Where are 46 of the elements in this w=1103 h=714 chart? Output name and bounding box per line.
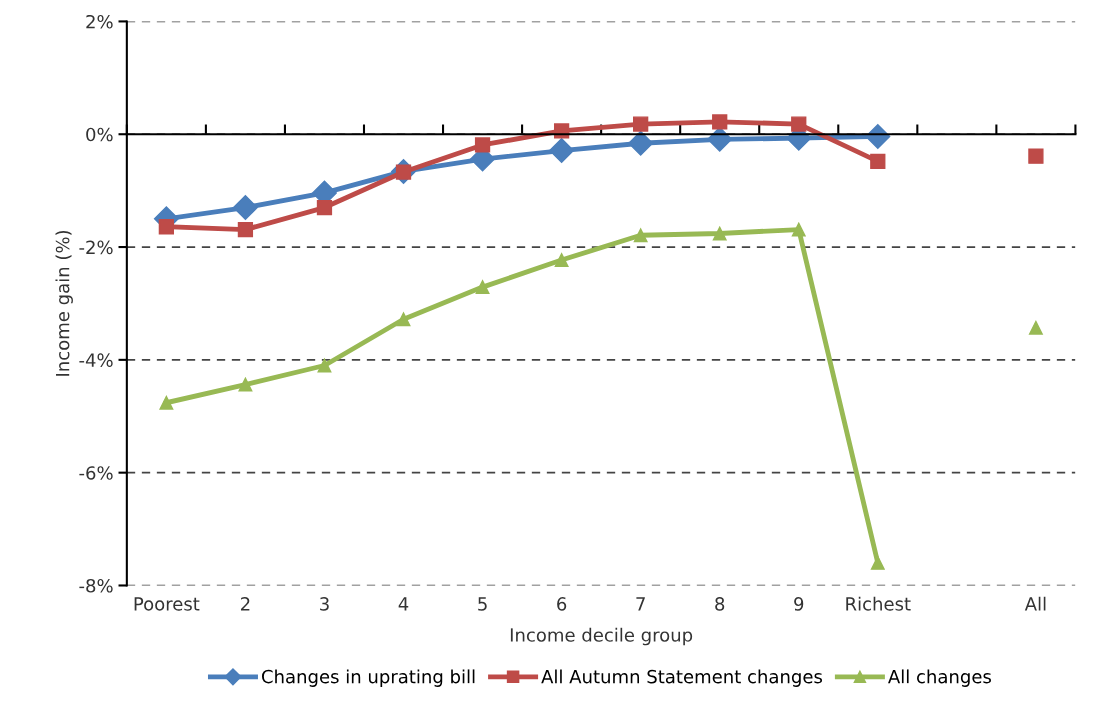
legend-label: All Autumn Statement changes — [541, 669, 823, 687]
y-axis-title: Income gain (%) — [55, 230, 73, 376]
x-tick-label: 2 — [241, 597, 250, 611]
y-tick-label: -2% — [79, 240, 113, 255]
x-tick-label: All — [1024, 596, 1046, 611]
x-tick-label: Richest — [846, 596, 911, 611]
x-tick-label: Poorest — [134, 597, 200, 611]
point — [396, 312, 411, 327]
point — [712, 226, 727, 241]
point — [870, 555, 885, 570]
point — [317, 358, 332, 373]
y-tick-label: -8% — [79, 578, 113, 593]
y-tick-label: -4% — [79, 353, 113, 367]
point — [870, 153, 886, 169]
point — [633, 228, 648, 243]
point — [159, 395, 174, 410]
point — [158, 219, 175, 235]
legend-label: All changes — [888, 669, 991, 687]
point — [316, 199, 333, 216]
point — [628, 130, 654, 156]
y-tick-label: 2% — [86, 14, 113, 29]
legend-label: Changes in uprating bill — [261, 669, 475, 687]
x-tick-label: 4 — [398, 597, 409, 611]
point — [1028, 148, 1044, 164]
point — [554, 253, 569, 267]
x-tick-label: 9 — [794, 597, 804, 611]
y-tick-label: -6% — [79, 466, 113, 480]
point — [633, 116, 649, 132]
point — [549, 138, 575, 164]
x-axis-title: Income decile group — [510, 627, 693, 646]
x-tick-label: 5 — [478, 597, 487, 611]
point — [791, 116, 807, 132]
point — [791, 222, 806, 237]
x-tick-label: 3 — [320, 597, 329, 611]
x-tick-label: 7 — [636, 597, 645, 611]
point — [1028, 320, 1043, 335]
point — [232, 195, 258, 221]
point — [474, 137, 491, 153]
point — [712, 114, 728, 130]
point — [475, 280, 490, 295]
point — [865, 124, 891, 149]
x-tick-label: 8 — [715, 597, 725, 611]
y-tick-label: 0% — [86, 127, 113, 142]
x-tick-label: 6 — [557, 597, 567, 611]
point — [237, 221, 254, 238]
point — [238, 377, 253, 392]
